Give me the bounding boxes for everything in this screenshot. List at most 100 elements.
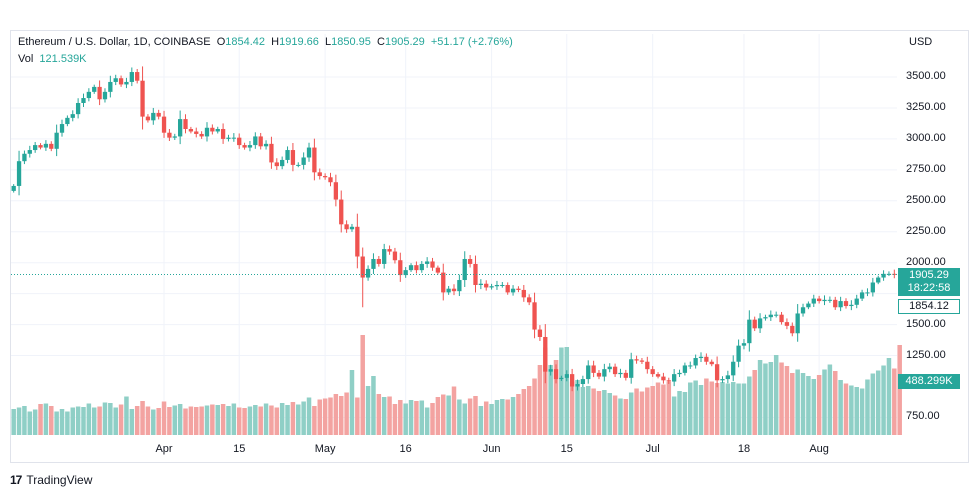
candle-body <box>204 127 210 137</box>
volume-bar <box>688 382 693 435</box>
volume-bar <box>510 397 516 435</box>
volume-bar <box>338 396 344 435</box>
volume-bar <box>269 405 274 435</box>
volume-bar <box>376 394 382 435</box>
x-tick-label: Aug <box>809 443 829 455</box>
candle-body <box>22 153 27 162</box>
candle-body <box>376 258 381 264</box>
candle-body <box>49 143 54 149</box>
candle-body <box>301 157 306 165</box>
candle-body <box>698 356 704 359</box>
candle-body <box>43 143 49 148</box>
volume-bar <box>564 347 570 435</box>
candle-body <box>747 319 752 344</box>
x-tick-label: 15 <box>560 443 573 455</box>
candle-body <box>285 150 290 160</box>
volume-bar <box>784 366 790 435</box>
candle-body <box>688 365 693 367</box>
candle-body <box>194 131 199 134</box>
candle-body <box>360 256 365 278</box>
low-value: 1850.95 <box>331 36 371 48</box>
candle-body <box>682 365 688 373</box>
volume-bar <box>607 393 612 435</box>
volume-bar <box>725 383 731 435</box>
volume-bar <box>526 386 532 435</box>
volume-bar <box>752 370 757 435</box>
candle-body <box>269 143 274 163</box>
candle-body <box>328 177 333 183</box>
volume-bar <box>489 404 494 435</box>
candle-body <box>403 270 408 276</box>
volume-bar <box>290 402 296 435</box>
candle-body <box>140 80 145 117</box>
x-tick-label: May <box>314 443 336 455</box>
volume-bar <box>408 400 414 435</box>
candle-body <box>38 145 43 148</box>
candle-body <box>774 314 779 316</box>
candle-body <box>462 258 467 281</box>
volume-bar <box>628 392 634 435</box>
candle-body <box>575 384 580 387</box>
volume-bar <box>102 402 108 435</box>
candle-body <box>854 298 859 305</box>
volume-bar <box>569 381 575 435</box>
volume-bar <box>473 396 478 435</box>
candle-body <box>607 366 612 370</box>
candle-body <box>306 147 312 158</box>
symbol-name[interactable]: Ethereum / U.S. Dollar, 1D, COINBASE <box>18 36 211 48</box>
y-tick-label: 3000.00 <box>906 131 946 144</box>
candle-body <box>693 358 698 366</box>
volume-bar <box>419 400 425 435</box>
candle-body <box>586 365 591 380</box>
volume-bar <box>156 408 161 435</box>
candle-body <box>317 172 322 177</box>
volume-bar <box>118 404 124 435</box>
candle-body <box>210 127 215 132</box>
candle-body <box>414 265 419 271</box>
candle-body <box>714 364 720 381</box>
candle-body <box>661 376 666 381</box>
candle-body <box>548 369 553 372</box>
candle-body <box>720 379 725 381</box>
volume-bar <box>698 385 704 435</box>
volume-bar <box>11 409 16 435</box>
vol-key[interactable]: Vol <box>18 53 34 65</box>
candle-body <box>886 273 892 275</box>
close-value: 1905.29 <box>384 36 425 48</box>
volume-bar <box>435 397 441 435</box>
volume-bar <box>462 403 467 435</box>
open-price-tag: 1854.12 <box>898 299 960 314</box>
volume-bar <box>129 409 135 435</box>
volume-bar <box>16 407 22 435</box>
candle-body <box>231 137 236 139</box>
candle-body <box>296 164 301 166</box>
candle-body <box>349 226 355 230</box>
candle-body <box>865 292 870 294</box>
volume-bar <box>537 365 543 435</box>
x-tick-label: Apr <box>155 443 173 455</box>
candle-body <box>473 263 478 285</box>
tradingview-brand[interactable]: TradingView <box>26 473 93 487</box>
candle-body <box>645 361 650 370</box>
volume-bar <box>49 406 54 435</box>
volume-bar <box>193 407 199 435</box>
candle-body <box>467 258 473 264</box>
volume-bar <box>854 387 859 435</box>
currency-label[interactable]: USD <box>909 36 933 48</box>
volume-bar <box>381 397 387 435</box>
volume-bar <box>521 389 527 435</box>
y-tick-label: 3500.00 <box>906 70 946 82</box>
candle-body <box>75 102 81 115</box>
volume-bar <box>54 411 59 435</box>
candle-body <box>199 133 204 137</box>
tradingview-logo-icon[interactable]: 17 <box>10 473 22 487</box>
volume-bar <box>816 375 822 435</box>
candle-body <box>634 359 639 361</box>
candle-body <box>312 147 317 173</box>
candle-body <box>172 136 177 138</box>
volume-bar <box>274 407 280 435</box>
candle-body <box>425 261 430 264</box>
candle-body <box>430 261 435 268</box>
candle-body <box>537 329 543 337</box>
